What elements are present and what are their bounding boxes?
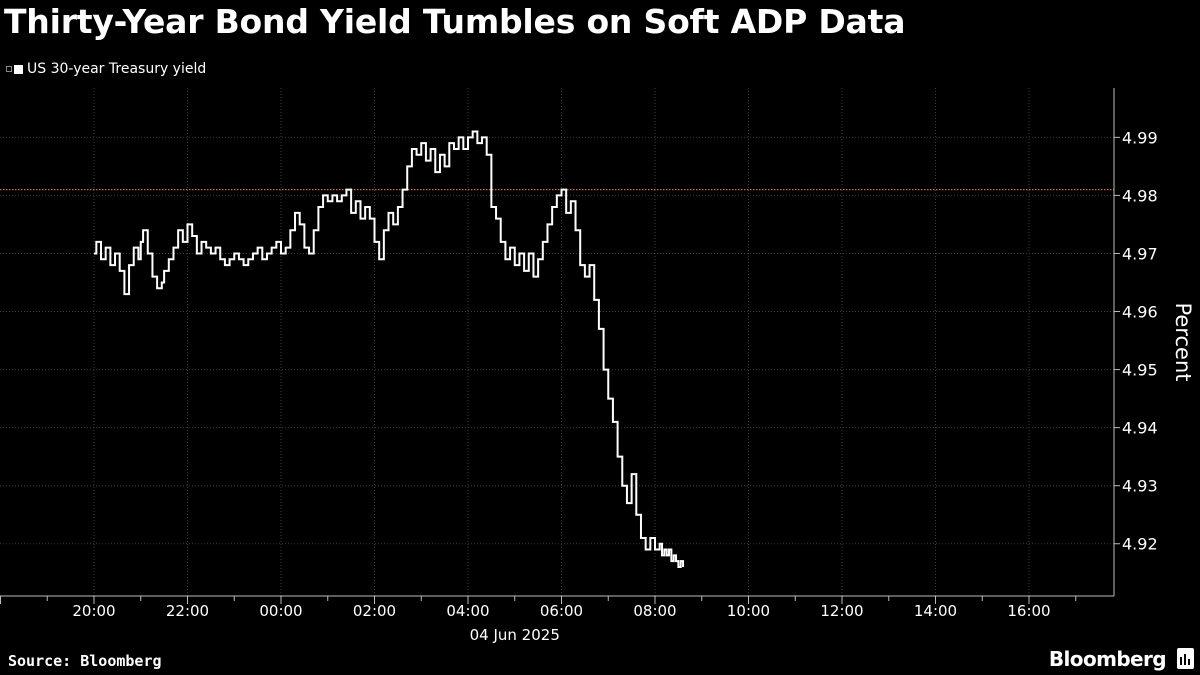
x-tick-label: 04:00	[446, 602, 489, 620]
y-tick-label: 4.92	[1122, 535, 1158, 554]
y-tick-label: 4.99	[1122, 128, 1158, 147]
x-tick-label: 10:00	[727, 602, 770, 620]
y-axis-title: Percent	[1171, 302, 1195, 381]
legend: US 30-year Treasury yield	[6, 61, 206, 77]
series-line	[94, 130, 685, 568]
x-tick-label: 08:00	[633, 602, 676, 620]
x-tick-label: 20:00	[72, 602, 115, 620]
legend-marker-icon	[6, 66, 12, 72]
y-tick-label: 4.97	[1122, 244, 1158, 263]
x-tick-label: 22:00	[166, 602, 209, 620]
x-date-label: 04 Jun 2025	[470, 626, 560, 644]
bloomberg-terminal-icon	[1177, 648, 1194, 669]
chart-title: Thirty-Year Bond Yield Tumbles on Soft A…	[4, 2, 906, 41]
source-note: Source: Bloomberg	[8, 652, 162, 670]
y-tick-label: 4.98	[1122, 186, 1158, 205]
x-tick-label: 12:00	[820, 602, 863, 620]
y-tick-label: 4.95	[1122, 361, 1158, 380]
y-tick-label: 4.94	[1122, 419, 1158, 438]
x-tick-label: 02:00	[353, 602, 396, 620]
x-tick-label: 06:00	[540, 602, 583, 620]
x-tick-label: 14:00	[914, 602, 957, 620]
x-tick-label: 00:00	[259, 602, 302, 620]
x-tick-label: 16:00	[1007, 602, 1050, 620]
y-tick-label: 4.93	[1122, 477, 1158, 496]
brand-logo-text: Bloomberg	[1048, 647, 1167, 671]
legend-series-label: US 30-year Treasury yield	[27, 61, 207, 77]
legend-swatch	[14, 64, 23, 74]
y-tick-label: 4.96	[1122, 303, 1158, 322]
